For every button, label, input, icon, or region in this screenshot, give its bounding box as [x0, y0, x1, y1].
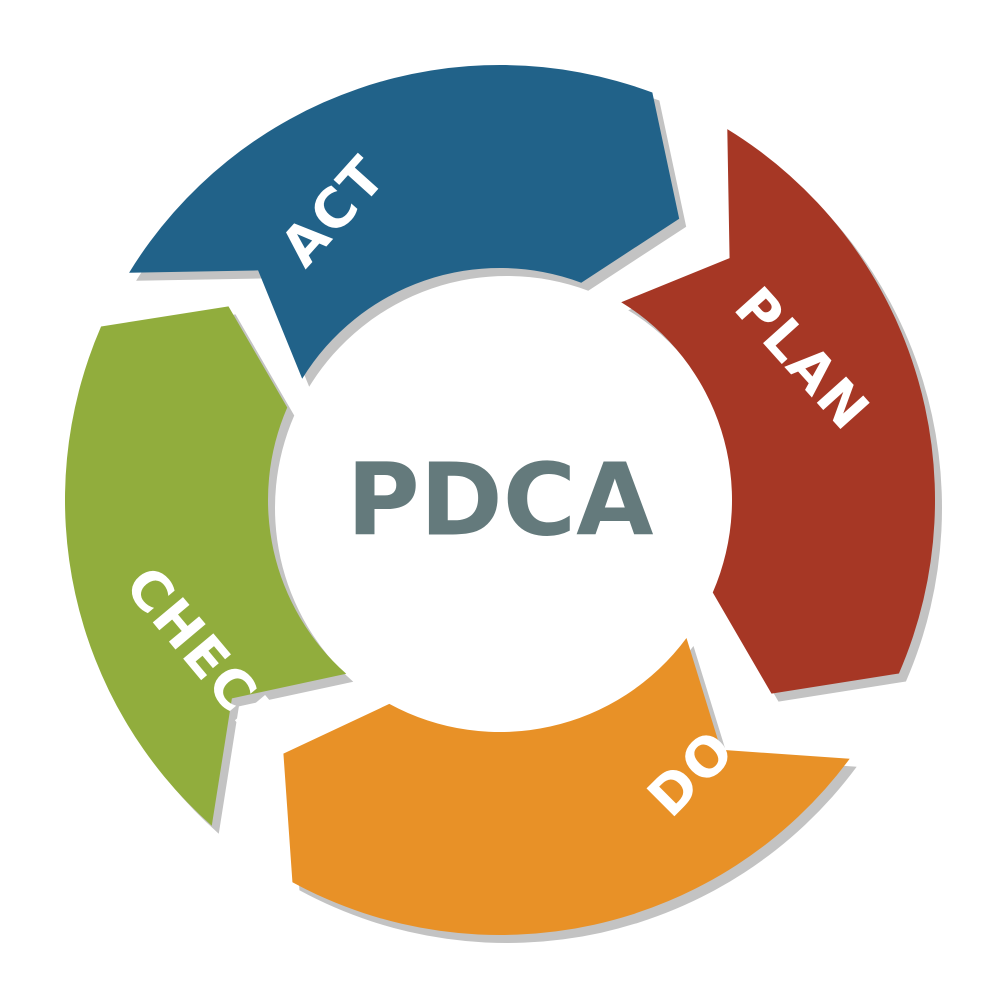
plan-segment — [621, 129, 936, 694]
segments — [64, 65, 936, 936]
do-segment — [283, 638, 850, 936]
check-segment — [64, 306, 347, 826]
act-segment — [129, 65, 680, 379]
center-label: PDCA — [346, 442, 653, 559]
